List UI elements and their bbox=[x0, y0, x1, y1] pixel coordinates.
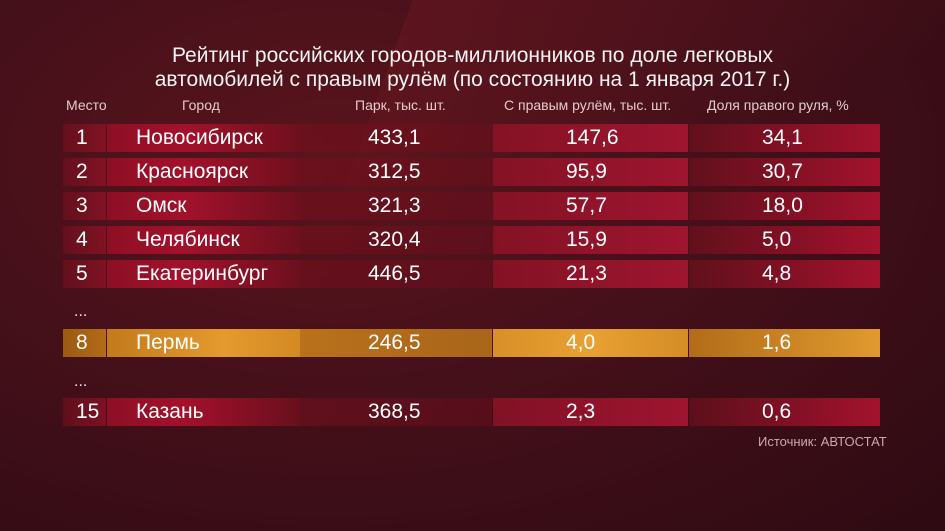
column-header-park: Парк, тыс. шт. bbox=[355, 97, 446, 113]
cell-park: 368,5 bbox=[368, 400, 421, 423]
column-header-place: Место bbox=[66, 97, 107, 113]
cell-share: 0,6 bbox=[762, 400, 792, 423]
chart-title-line-2: автомобилей с правым рулём (по состоянию… bbox=[154, 68, 791, 91]
column-header-share: Доля правого руля, % bbox=[707, 97, 849, 113]
row-band-segment bbox=[689, 260, 880, 288]
cell-right-hand: 15,9 bbox=[566, 228, 607, 251]
cell-park: 433,1 bbox=[368, 126, 421, 149]
column-header-right-hand: С правым рулём, тыс. шт. bbox=[504, 97, 672, 113]
row-band-segment bbox=[300, 158, 492, 186]
row-band-segment bbox=[107, 124, 300, 152]
table-row: 15 Казань 368,5 2,3 0,6 bbox=[0, 398, 945, 426]
cell-place: 1 bbox=[76, 126, 88, 149]
row-band-segment bbox=[63, 192, 106, 220]
cell-place: 4 bbox=[76, 228, 88, 251]
row-band-segment bbox=[300, 192, 492, 220]
row-band-segment bbox=[493, 329, 688, 357]
table-row: 1 Новосибирск 433,1 147,6 34,1 bbox=[0, 124, 945, 152]
cell-right-hand: 21,3 bbox=[566, 262, 607, 285]
cell-right-hand: 147,6 bbox=[566, 126, 619, 149]
row-band-segment bbox=[689, 226, 880, 254]
cell-city: Челябинск bbox=[136, 228, 240, 251]
column-header-city: Город bbox=[182, 97, 220, 113]
row-band-segment bbox=[493, 192, 688, 220]
cell-city: Екатеринбург bbox=[136, 262, 269, 285]
row-band-segment bbox=[300, 124, 492, 152]
table-row: 2 Красноярск 312,5 95,9 30,7 bbox=[0, 158, 945, 186]
row-band-segment bbox=[63, 260, 106, 288]
cell-place: 5 bbox=[76, 262, 88, 285]
table-row: 8 Пермь 246,5 4,0 1,6 bbox=[0, 329, 945, 357]
cell-place: 3 bbox=[76, 194, 88, 217]
row-band-segment bbox=[63, 226, 106, 254]
row-band-segment bbox=[689, 398, 880, 426]
ellipsis-row: ... bbox=[74, 373, 88, 390]
table-row: 3 Омск 321,3 57,7 18,0 bbox=[0, 192, 945, 220]
cell-city: Красноярск bbox=[136, 160, 249, 183]
source-note: Источник: АВТОСТАТ bbox=[758, 434, 887, 449]
cell-city: Омск bbox=[136, 194, 187, 217]
row-band-segment bbox=[493, 158, 688, 186]
row-band-segment bbox=[63, 398, 106, 426]
cell-right-hand: 57,7 bbox=[566, 194, 607, 217]
row-band-segment bbox=[107, 158, 300, 186]
cell-share: 30,7 bbox=[762, 160, 803, 183]
cell-city: Казань bbox=[136, 400, 204, 423]
chart-title: Рейтинг российских городов-миллионников … bbox=[0, 44, 945, 92]
row-band-segment bbox=[689, 329, 880, 357]
row-band-segment bbox=[107, 226, 300, 254]
cell-park: 321,3 bbox=[368, 194, 421, 217]
cell-right-hand: 95,9 bbox=[566, 160, 607, 183]
cell-share: 1,6 bbox=[762, 331, 792, 354]
row-band-segment bbox=[107, 192, 300, 220]
ellipsis-row: ... bbox=[74, 303, 88, 320]
cell-right-hand: 4,0 bbox=[566, 331, 596, 354]
cell-park: 312,5 bbox=[368, 160, 421, 183]
row-band-segment bbox=[107, 329, 300, 357]
row-band-segment bbox=[300, 226, 492, 254]
cell-park: 246,5 bbox=[368, 331, 421, 354]
row-band-segment bbox=[493, 260, 688, 288]
row-band-segment bbox=[63, 124, 106, 152]
row-band-segment bbox=[107, 260, 300, 288]
cell-city: Пермь bbox=[136, 331, 200, 354]
cell-place: 8 bbox=[76, 331, 88, 354]
row-band-segment bbox=[300, 398, 492, 426]
row-band-segment bbox=[493, 398, 688, 426]
cell-place: 15 bbox=[76, 400, 100, 423]
cell-share: 4,8 bbox=[762, 262, 792, 285]
cell-park: 446,5 bbox=[368, 262, 421, 285]
cell-place: 2 bbox=[76, 160, 88, 183]
row-band-segment bbox=[493, 226, 688, 254]
row-band-segment bbox=[107, 398, 300, 426]
row-band-segment bbox=[689, 124, 880, 152]
row-band-segment bbox=[300, 329, 492, 357]
table-row: 4 Челябинск 320,4 15,9 5,0 bbox=[0, 226, 945, 254]
row-band-segment bbox=[689, 192, 880, 220]
row-band-segment bbox=[300, 260, 492, 288]
row-band-segment bbox=[689, 158, 880, 186]
table-row: 5 Екатеринбург 446,5 21,3 4,8 bbox=[0, 260, 945, 288]
cell-share: 5,0 bbox=[762, 228, 792, 251]
cell-share: 18,0 bbox=[762, 194, 803, 217]
cell-park: 320,4 bbox=[368, 228, 421, 251]
row-band-segment bbox=[63, 329, 106, 357]
cell-share: 34,1 bbox=[762, 126, 803, 149]
chart-title-line-1: Рейтинг российских городов-миллионников … bbox=[171, 44, 774, 67]
row-band-segment bbox=[493, 124, 688, 152]
row-band-segment bbox=[63, 158, 106, 186]
cell-city: Новосибирск bbox=[136, 126, 263, 149]
cell-right-hand: 2,3 bbox=[566, 400, 596, 423]
